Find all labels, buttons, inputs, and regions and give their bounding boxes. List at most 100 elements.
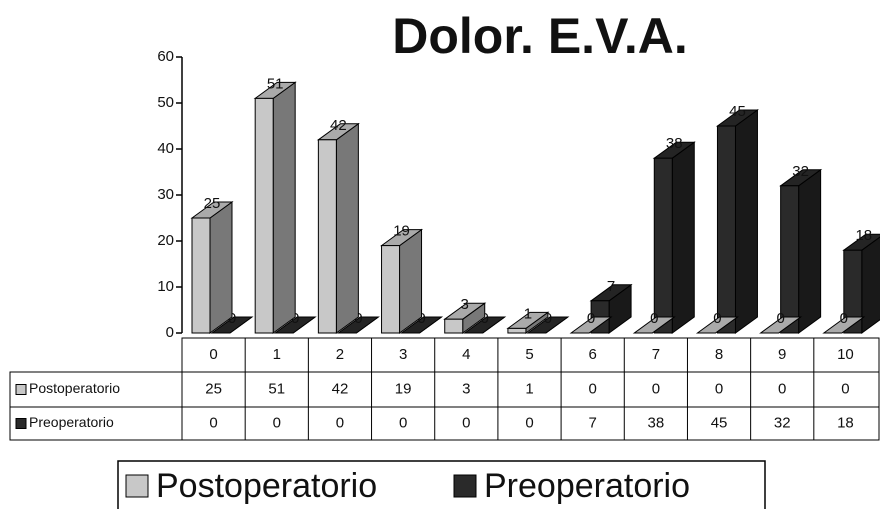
data-label: 0 (291, 310, 299, 327)
bar-top (822, 316, 866, 334)
table-cell: 1 (525, 380, 533, 397)
table-cell: 42 (332, 380, 349, 397)
bar-top (569, 316, 613, 334)
table-cell: 0 (399, 414, 407, 431)
table-cell: 0 (336, 414, 344, 431)
table-cell: 3 (462, 380, 470, 397)
table-cell: 32 (774, 414, 791, 431)
bar (507, 327, 527, 334)
table-cell: 7 (589, 414, 597, 431)
table-cell: 25 (205, 380, 222, 397)
bar-top (463, 316, 507, 334)
bar-top (400, 316, 444, 334)
legend-label: Postoperatorio (156, 467, 377, 505)
table-cell: 19 (395, 380, 412, 397)
bar-side (671, 141, 695, 334)
data-label: 0 (840, 310, 848, 327)
x-tick-label: 6 (589, 346, 597, 363)
bar-side (335, 122, 359, 334)
bar (381, 245, 401, 334)
x-tick-label: 10 (837, 346, 854, 363)
x-tick-label: 2 (336, 346, 344, 363)
bar (716, 125, 736, 334)
y-tick-label: 50 (157, 94, 174, 111)
bar-side (399, 228, 423, 334)
x-tick-label: 7 (652, 346, 660, 363)
data-label: 32 (792, 163, 809, 180)
table-row-label: Preoperatorio (29, 414, 114, 430)
table-cell: 0 (778, 380, 786, 397)
data-label: 0 (417, 310, 425, 327)
x-tick-label: 9 (778, 346, 786, 363)
bar-top (526, 316, 570, 334)
x-tick-label: 4 (462, 346, 470, 363)
data-label: 18 (855, 227, 872, 244)
legend-frame (117, 460, 766, 509)
bar (317, 139, 337, 334)
y-tick-label: 0 (166, 324, 174, 341)
bar-top (210, 316, 254, 334)
table-cell: 18 (837, 414, 854, 431)
bar-top (759, 316, 803, 334)
y-tick-label: 40 (157, 140, 174, 157)
bar (444, 318, 464, 334)
y-tick-label: 10 (157, 278, 174, 295)
y-tick-label: 20 (157, 232, 174, 249)
bar (191, 217, 211, 334)
bar-top (336, 316, 380, 334)
x-tick-label: 5 (525, 346, 533, 363)
legend-label: Preoperatorio (484, 467, 690, 505)
table-key (15, 418, 27, 429)
table-cell: 0 (273, 414, 281, 431)
table-cell: 0 (209, 414, 217, 431)
data-label: 0 (650, 310, 658, 327)
legend-swatch (125, 474, 149, 498)
data-label: 0 (481, 310, 489, 327)
data-label: 51 (267, 75, 284, 92)
data-label: 19 (393, 223, 410, 240)
data-label: 0 (713, 310, 721, 327)
bar-top (632, 316, 676, 334)
table-cell: 45 (711, 414, 728, 431)
data-label: 38 (666, 135, 683, 152)
x-tick-label: 1 (273, 346, 281, 363)
table-cell: 38 (648, 414, 665, 431)
bar (780, 185, 800, 334)
bar-top (273, 316, 317, 334)
table-cell: 0 (652, 380, 660, 397)
data-label: 0 (228, 310, 236, 327)
data-label: 1 (524, 305, 532, 322)
y-tick-label: 30 (157, 186, 174, 203)
data-label: 0 (354, 310, 362, 327)
table-cell: 0 (462, 414, 470, 431)
bar-side (734, 109, 758, 334)
x-tick-label: 3 (399, 346, 407, 363)
table-frame (9, 371, 880, 441)
bar-side (798, 168, 822, 334)
table-cell: 0 (589, 380, 597, 397)
bar-side (861, 236, 880, 334)
bar (843, 249, 863, 334)
data-label: 0 (587, 310, 595, 327)
y-tick-label: 60 (157, 48, 174, 65)
data-label: 0 (776, 310, 784, 327)
table-cell: 0 (841, 380, 849, 397)
table-cell: 0 (525, 414, 533, 431)
bar (653, 157, 673, 334)
x-tick-label: 8 (715, 346, 723, 363)
data-label: 7 (607, 278, 615, 295)
table-cell: 51 (268, 380, 285, 397)
data-label: 42 (330, 117, 347, 134)
table-key (15, 384, 27, 395)
data-label: 45 (729, 103, 746, 120)
legend-swatch (453, 474, 477, 498)
bar-side (272, 81, 296, 334)
bar-top (695, 316, 739, 334)
data-label: 0 (544, 310, 552, 327)
table-row-label: Postoperatorio (29, 380, 120, 396)
bar-side (209, 201, 233, 334)
table-cell: 0 (715, 380, 723, 397)
x-tick-label: 0 (209, 346, 217, 363)
bar (254, 97, 274, 334)
